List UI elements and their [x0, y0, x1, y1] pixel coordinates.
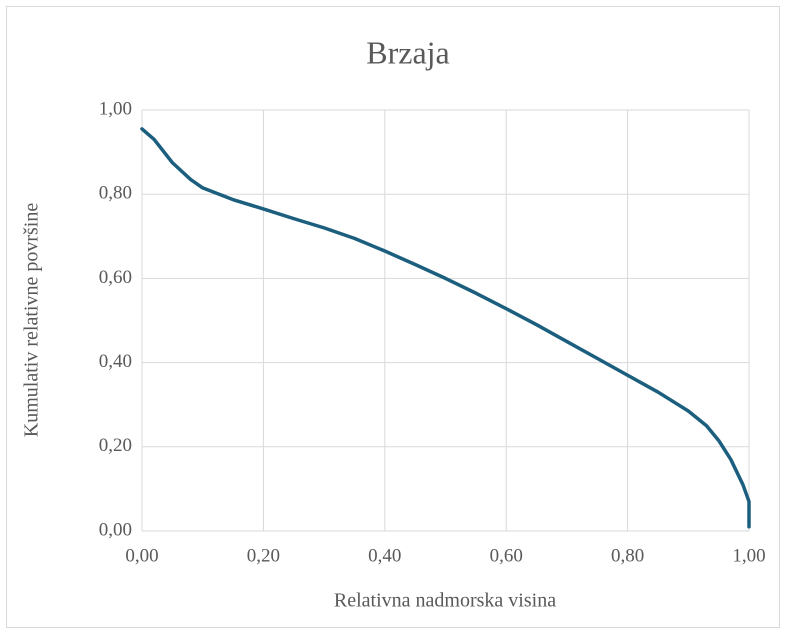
- y-tick-label: 0,80: [99, 183, 132, 204]
- x-tick-label: 0,00: [125, 545, 158, 566]
- x-tick-label: 1,00: [732, 545, 765, 566]
- y-tick-label: 0,40: [99, 351, 132, 372]
- x-tick-label: 0,80: [611, 545, 644, 566]
- x-tick-label: 0,20: [247, 545, 280, 566]
- line-series: [140, 127, 751, 529]
- chart-title: Brzaja: [366, 34, 450, 70]
- y-axis-label: Kumulativ relativne površine: [21, 203, 43, 438]
- y-tick-label: 0,00: [99, 519, 132, 540]
- y-tick-label: 1,00: [99, 98, 132, 119]
- x-tick-label: 0,40: [368, 545, 401, 566]
- x-axis-label: Relativna nadmorska visina: [334, 590, 556, 612]
- y-tick-label: 0,60: [99, 267, 132, 288]
- y-tick-label: 0,20: [99, 435, 132, 456]
- x-tick-label: 0,60: [490, 545, 523, 566]
